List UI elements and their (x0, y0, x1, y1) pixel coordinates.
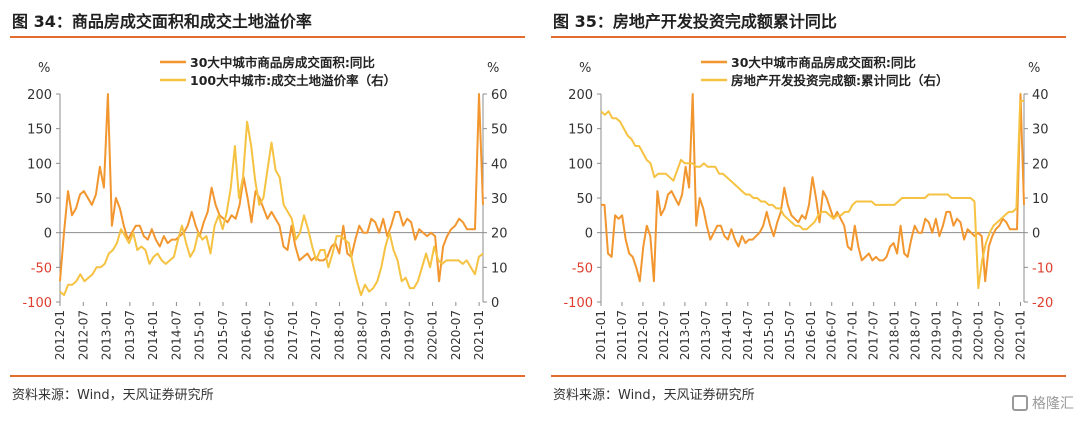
right-chart-panel: 图 35：房地产开发投资完成额累计同比 %% -100 -50 0 50 100 150 20… (551, 0, 1076, 421)
left-title-rule (10, 36, 525, 38)
left-x-tick-label: 2019-01 (379, 310, 393, 360)
right-right-tick-label: 40 (1032, 88, 1049, 103)
right-x-tick-label: 2020-01 (972, 310, 986, 360)
left-right-tick-label: 40 (491, 157, 508, 172)
right-left-tick-label: 50 (576, 192, 593, 207)
right-line-chart: % %-100-50050100150200-20-100102030402011… (563, 55, 1053, 360)
left-left-tick-label: 200 (27, 88, 52, 103)
left-legend-label-1: 30大中城市商品房成交面积:同比 (190, 55, 375, 70)
right-x-tick-label: 2018-01 (888, 310, 902, 360)
right-x-tick-label: 2021-01 (1014, 310, 1028, 360)
right-x-tick-label: 2017-07 (867, 310, 881, 360)
left-right-tick-label: 0 (491, 296, 499, 311)
right-figure-title: 图 35：房地产开发投资完成额累计同比 (553, 12, 837, 31)
right-right-tick-label: 0 (1032, 227, 1040, 242)
right-right-tick-label: -20 (1032, 296, 1053, 311)
right-x-tick-label: 2019-01 (930, 310, 944, 360)
left-x-tick-label: 2017-07 (309, 310, 323, 360)
left-source-note: 资料来源：Wind，天风证券研究所 (12, 388, 214, 403)
left-left-unit-label: % (38, 61, 50, 76)
left-x-tick-label: 2020-01 (426, 310, 440, 360)
left-x-tick-label: 2016-01 (239, 310, 253, 360)
left-legend-label-2: 100大中城市:成交土地溢价率（右） (190, 73, 396, 88)
left-right-tick-label: 60 (491, 88, 508, 103)
right-source-rule (551, 375, 1066, 377)
right-x-tick-label: 2012-07 (657, 310, 671, 360)
left-x-tick-label: 2015-07 (216, 310, 230, 360)
left-left-tick-label: 150 (27, 123, 52, 138)
right-x-tick-label: 2016-07 (825, 310, 839, 360)
right-left-tick-label: 200 (568, 88, 593, 103)
right-x-tick-label: 2018-07 (909, 310, 923, 360)
left-right-unit-label: % (487, 61, 499, 76)
left-left-tick-label: 100 (27, 157, 52, 172)
right-x-tick-label: 2013-07 (699, 310, 713, 360)
left-right-tick-label: 50 (491, 123, 508, 138)
right-x-tick-label: 2019-07 (951, 310, 965, 360)
left-x-tick-label: 2013-07 (123, 310, 137, 360)
watermark-logo-icon (1012, 395, 1028, 411)
left-right-tick-label: 10 (491, 261, 508, 276)
right-x-tick-label: 2011-07 (615, 310, 629, 360)
left-x-tick-label: 2014-07 (169, 310, 183, 360)
left-x-tick-label: 2016-07 (263, 310, 277, 360)
right-source-note: 资料来源：Wind，天风证券研究所 (553, 388, 755, 403)
left-x-tick-label: 2017-01 (286, 310, 300, 360)
left-x-tick-label: 2019-07 (402, 310, 416, 360)
left-x-tick-label: 2018-07 (356, 310, 370, 360)
left-right-tick-label: 20 (491, 227, 508, 242)
right-left-tick-label: 150 (568, 123, 593, 138)
right-x-tick-label: 2013-01 (678, 310, 692, 360)
right-right-tick-label: -10 (1032, 261, 1053, 276)
right-right-tick-label: 20 (1032, 157, 1049, 172)
right-x-tick-label: 2016-01 (804, 310, 818, 360)
left-x-tick-label: 2018-01 (332, 310, 346, 360)
right-left-tick-label: 100 (568, 157, 593, 172)
right-right-unit-label: % (1028, 61, 1040, 76)
left-left-tick-label: -50 (31, 261, 52, 276)
right-left-tick-label: -50 (572, 261, 593, 276)
left-x-tick-label: 2014-01 (146, 310, 160, 360)
left-left-tick-label: 50 (35, 192, 52, 207)
right-x-tick-label: 2014-07 (741, 310, 755, 360)
left-source-rule (10, 375, 525, 377)
right-left-tick-label: 0 (585, 227, 593, 242)
left-x-tick-label: 2020-07 (449, 310, 463, 360)
right-x-tick-label: 2012-01 (636, 310, 650, 360)
right-legend-label-1: 30大中城市商品房成交面积:同比 (731, 55, 916, 70)
left-x-tick-label: 2012-01 (53, 310, 67, 360)
left-chart-panel: 图 34：商品房成交面积和成交土地溢价率 %% -100 -50 0 50 100 150 2… (10, 0, 535, 421)
right-right-tick-label: 10 (1032, 192, 1049, 207)
right-x-tick-label: 2014-01 (720, 310, 734, 360)
watermark: 格隆汇 (1012, 393, 1074, 413)
left-x-tick-label: 2012-07 (76, 310, 90, 360)
left-series-line-1 (59, 93, 484, 283)
right-left-tick-label: -100 (563, 296, 593, 311)
right-x-tick-label: 2011-01 (594, 310, 608, 360)
right-title-rule (551, 36, 1066, 38)
right-x-tick-label: 2015-01 (762, 310, 776, 360)
right-right-tick-label: 30 (1032, 123, 1049, 138)
right-series-line-1 (601, 93, 1025, 283)
watermark-text: 格隆汇 (1032, 396, 1074, 412)
right-legend-label-2: 房地产开发投资完成额:累计同比（右） (731, 73, 949, 88)
left-left-tick-label: -100 (22, 296, 52, 311)
left-left-tick-label: 0 (44, 227, 52, 242)
right-x-tick-label: 2015-07 (783, 310, 797, 360)
left-right-tick-label: 30 (491, 192, 508, 207)
right-left-unit-label: % (579, 61, 591, 76)
right-series-line-2 (600, 99, 1024, 290)
left-line-chart: % % -100 -50 0 50 100 150 200 0 10 20 30 40 50 60 2012-0… (22, 55, 508, 360)
left-x-tick-label: 2015-01 (193, 310, 207, 360)
left-x-tick-label: 2013-01 (100, 310, 114, 360)
right-x-tick-label: 2020-07 (993, 310, 1007, 360)
left-x-tick-label: 2021-01 (472, 310, 486, 360)
left-figure-title: 图 34：商品房成交面积和成交土地溢价率 (12, 12, 312, 31)
left-series-line-2 (59, 120, 484, 297)
right-x-tick-label: 2017-01 (846, 310, 860, 360)
